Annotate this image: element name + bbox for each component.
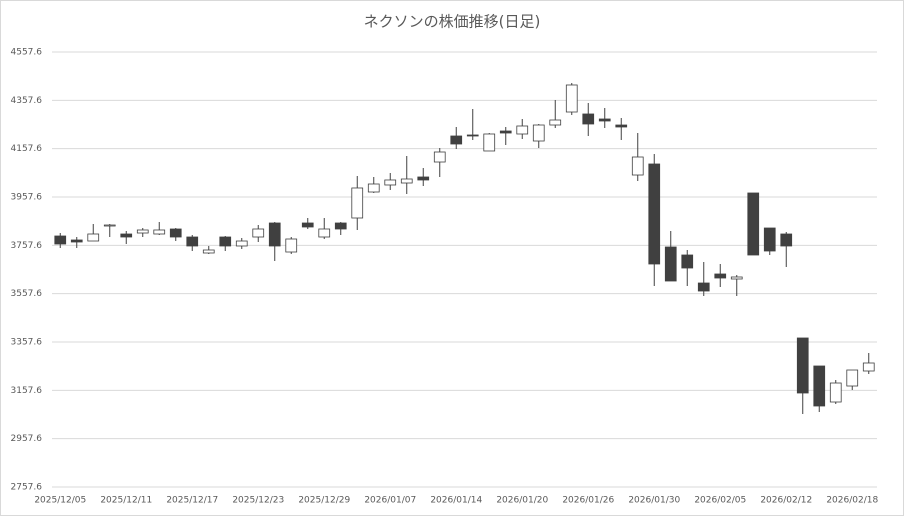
candle-body xyxy=(499,130,512,134)
candle-body xyxy=(235,240,248,247)
candle-body xyxy=(268,222,281,247)
x-tick-label: 2026/01/26 xyxy=(562,496,614,506)
y-tick-label: 2957.6 xyxy=(11,434,43,444)
candle-body xyxy=(532,124,545,142)
x-tick-label: 2025/12/17 xyxy=(166,496,218,506)
x-tick-label: 2026/02/12 xyxy=(760,496,812,506)
candle-body xyxy=(697,282,710,292)
x-tick-label: 2025/12/29 xyxy=(298,496,350,506)
x-tick-label: 2025/12/05 xyxy=(34,496,86,506)
candle-body xyxy=(334,222,347,230)
x-tick-label: 2026/01/20 xyxy=(496,496,548,506)
x-tick-label: 2025/12/11 xyxy=(100,496,152,506)
candle-body xyxy=(516,125,529,135)
candle-body xyxy=(747,192,760,256)
candle-body xyxy=(103,224,116,227)
candle-body xyxy=(417,176,430,181)
candle-body xyxy=(186,236,199,247)
candle-body xyxy=(466,134,479,137)
x-tick-label: 2026/02/18 xyxy=(826,496,878,506)
candle-body xyxy=(169,228,182,238)
x-tick-label: 2025/12/23 xyxy=(232,496,284,506)
x-tick-label: 2026/01/07 xyxy=(364,496,416,506)
x-tick-label: 2026/01/30 xyxy=(628,496,680,506)
y-tick-label: 4557.6 xyxy=(11,48,43,58)
candle-body xyxy=(219,236,232,247)
candle-body xyxy=(846,369,859,387)
x-tick-label: 2026/01/14 xyxy=(430,496,482,506)
candle-body xyxy=(87,233,100,242)
candle-body xyxy=(120,233,133,238)
candle-body xyxy=(351,187,364,219)
candle-body xyxy=(301,222,314,228)
candle-body xyxy=(202,249,215,254)
candle-body xyxy=(367,183,380,193)
y-tick-label: 4357.6 xyxy=(11,96,43,106)
candle-body xyxy=(681,254,694,269)
candle-body xyxy=(153,229,166,235)
candle-body xyxy=(252,228,265,238)
y-tick-label: 3157.6 xyxy=(11,386,43,396)
x-tick-label: 2026/02/05 xyxy=(694,496,746,506)
candle-body xyxy=(483,133,496,152)
candle-body xyxy=(384,179,397,186)
candle-body xyxy=(54,235,67,245)
candle-body xyxy=(648,163,661,265)
candle-body xyxy=(400,178,413,184)
y-tick-label: 3557.6 xyxy=(11,289,43,299)
candle-body xyxy=(450,135,463,145)
y-tick-label: 3757.6 xyxy=(11,241,43,251)
candle-body xyxy=(664,246,677,282)
candle-body xyxy=(433,151,446,163)
y-tick-label: 3957.6 xyxy=(11,193,43,203)
candle-body xyxy=(582,113,595,125)
candle-body xyxy=(285,238,298,253)
candle-body xyxy=(862,362,875,372)
y-tick-label: 3357.6 xyxy=(11,338,43,348)
candle-body xyxy=(730,276,743,280)
candle-body xyxy=(615,124,628,128)
candle-body xyxy=(549,119,562,126)
candle-body xyxy=(829,382,842,403)
candle-body xyxy=(763,227,776,252)
candle-body xyxy=(136,229,149,234)
candle-body xyxy=(714,273,727,279)
candle-body xyxy=(780,233,793,247)
candle-body xyxy=(565,84,578,113)
y-tick-label: 4157.6 xyxy=(11,144,43,154)
candle-body xyxy=(631,156,644,176)
candle-body xyxy=(318,228,331,238)
chart-title: ネクソンの株価推移(日足) xyxy=(364,13,541,31)
candle-body xyxy=(70,239,83,243)
candle-body xyxy=(598,118,611,122)
candle-body xyxy=(796,337,809,394)
y-tick-label: 2757.6 xyxy=(11,483,43,493)
candle-body xyxy=(813,365,826,407)
